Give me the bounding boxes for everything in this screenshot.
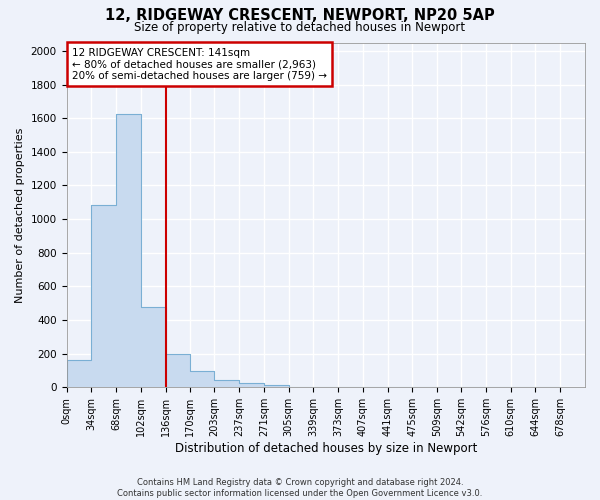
- X-axis label: Distribution of detached houses by size in Newport: Distribution of detached houses by size …: [175, 442, 477, 455]
- Y-axis label: Number of detached properties: Number of detached properties: [15, 127, 25, 302]
- Text: Contains HM Land Registry data © Crown copyright and database right 2024.
Contai: Contains HM Land Registry data © Crown c…: [118, 478, 482, 498]
- Text: 12 RIDGEWAY CRESCENT: 141sqm
← 80% of detached houses are smaller (2,963)
20% of: 12 RIDGEWAY CRESCENT: 141sqm ← 80% of de…: [72, 48, 327, 81]
- Text: Size of property relative to detached houses in Newport: Size of property relative to detached ho…: [134, 22, 466, 35]
- Text: 12, RIDGEWAY CRESCENT, NEWPORT, NP20 5AP: 12, RIDGEWAY CRESCENT, NEWPORT, NP20 5AP: [105, 8, 495, 22]
